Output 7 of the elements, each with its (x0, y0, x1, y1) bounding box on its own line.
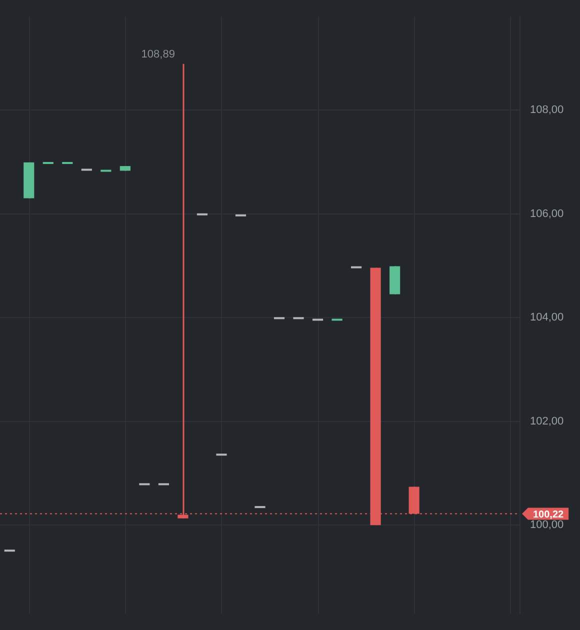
y-tick-label: 106,00 (530, 208, 564, 220)
y-tick-label: 104,00 (530, 312, 564, 324)
y-tick-label: 102,00 (530, 415, 564, 428)
y-tick-label: 108,00 (530, 104, 564, 116)
y-tick-label: 100,00 (530, 519, 564, 532)
annotation: 108,89 (141, 48, 175, 60)
ref-line-label: 100,22 (533, 510, 564, 521)
